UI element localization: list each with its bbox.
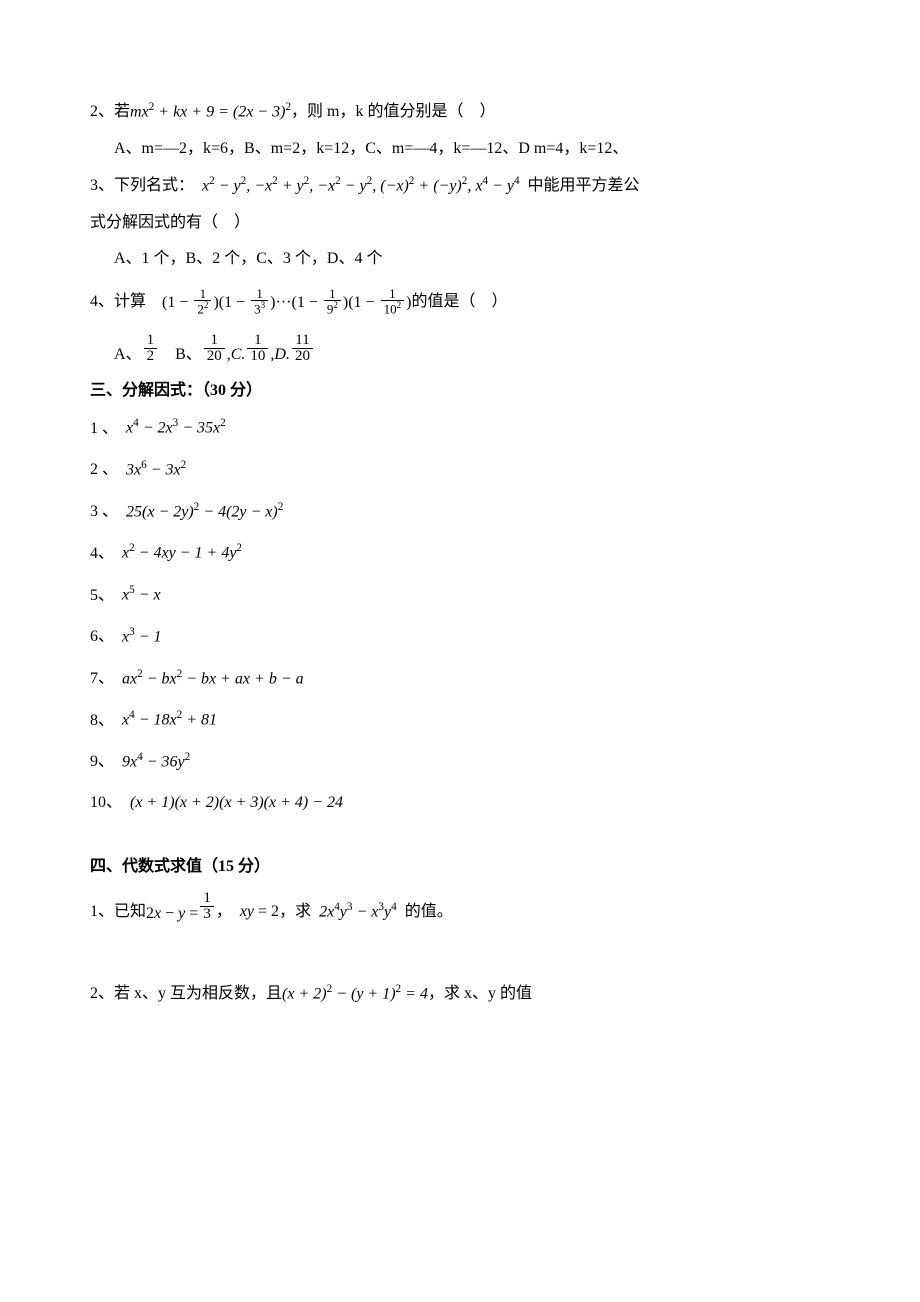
section-3-item: 5、 x5 − x [90,583,830,607]
q4-optB-label: B、 [175,344,202,366]
q2-options-text: A、m=—2，k=6，B、m=2，k=12，C、m=—4，k=—12、D m=4… [114,138,628,160]
section-3-list: 1 、 x4 − 2x3 − 35x2 2 、 3x6 − 3x2 3 、 25(x − … [90,416,830,814]
list-item-expression: x3 − 1 [122,625,162,649]
section-3-item: 6、 x3 − 1 [90,625,830,649]
s4q2-prefix: 若 x、y 互为相反数，且 [114,983,282,1005]
s4q1-eq1-lhs: 2x − y = [146,903,198,925]
q4-optA-label: A、 [114,344,142,366]
list-item-number: 1 、 [90,418,118,440]
section-3-item: 7、 ax2 − bx2 − bx + ax + b − a [90,667,830,691]
section-3-item: 3 、 25(x − 2y)2 − 4(2y − x)2 [90,500,830,524]
s4q1-target: 2x4y3 − x3y4 [319,900,397,924]
s4q1-eq2: xy = 2 [240,901,279,923]
q2-expression: mx2 + kx + 9 = (2x − 3)2 [130,100,291,124]
q2-prefix: 若 [114,101,130,123]
q4-frac-a: 12 [144,333,158,364]
section-3-item: 4、 x2 − 4xy − 1 + 4y2 [90,541,830,565]
q4-frac-d: 1120 [292,333,313,364]
list-item-number: 9、 [90,751,114,773]
s4q1-number: 1、 [90,901,114,923]
q3-expression: x2 − y2, −x2 + y2, −x2 − y2, (−x)2 + (−y… [202,174,520,198]
section-4-q2: 2、 若 x、y 互为相反数，且 (x + 2)2 − (y + 1)2 = 4… [90,982,830,1006]
question-2-line1: 2、 若 mx2 + kx + 9 = (2x − 3)2 ，则 m，k 的值分… [90,100,830,124]
question-2-options: A、m=—2，k=6，B、m=2，k=12，C、m=—4，k=—12、D m=4… [114,138,830,160]
section-3-item: 9、 9x4 − 36y2 [90,750,830,774]
section-4-q1: 1、 已知 2x − y = 13 ， xy = 2 ，求 2x4y3 − x3… [90,893,830,924]
s4q1-mid2: ，求 [279,901,311,923]
q4-prefix: 计算 [114,291,146,313]
s4q1-prefix: 已知 [114,901,146,923]
question-3-options: A、1 个，B、2 个，C、3 个，D、4 个 [114,248,830,270]
page: 2、 若 mx2 + kx + 9 = (2x − 3)2 ，则 m，k 的值分… [0,0,920,1079]
list-item-expression: 3x6 − 3x2 [126,458,186,482]
q4-d-label: D. [274,344,290,366]
list-item-expression: (x + 1)(x + 2)(x + 3)(x + 4) − 24 [130,792,343,814]
list-item-number: 5、 [90,585,114,607]
list-item-number: 4、 [90,543,114,565]
question-3-line2: 式分解因式的有（ ） [90,212,830,234]
s4q1-eq1-frac: 13 [200,891,214,922]
section-4-title: 四、代数式求值（15 分） [90,856,830,878]
section-3-title-text: 三、分解因式：（30 分） [90,380,262,402]
list-item-number: 2 、 [90,459,118,481]
q4-frac-b: 120 [204,333,225,364]
q2-suffix: ，则 m，k 的值分别是（ ） [291,101,495,123]
q4-number: 4、 [90,291,114,313]
q4-suffix: 的值是（ ） [411,291,507,313]
question-3-line1: 3、 下列名式： x2 − y2, −x2 + y2, −x2 − y2, (−… [90,174,830,198]
list-item-expression: x4 − 2x3 − 35x2 [126,416,226,440]
q3-line2-text: 式分解因式的有（ ） [90,212,250,234]
q3-suffix1: 中能用平方差公 [528,175,640,197]
q2-number: 2、 [90,101,114,123]
q3-prefix: 下列名式： [114,175,194,197]
s4q2-number: 2、 [90,983,114,1005]
list-item-number: 10、 [90,792,122,814]
s4q1-suffix: 的值。 [405,901,453,923]
section-3-title: 三、分解因式：（30 分） [90,380,830,402]
question-4-line1: 4、 计算 (1 − 122)(1 − 133)···(1 − 192)(1 −… [90,285,830,313]
list-item-expression: 9x4 − 36y2 [122,750,190,774]
list-item-number: 8、 [90,710,114,732]
s4q2-suffix: ，求 x、y 的值 [428,983,532,1005]
section-3-item: 10、 (x + 1)(x + 2)(x + 3)(x + 4) − 24 [90,792,830,814]
list-item-number: 6、 [90,626,114,648]
s4q2-expression: (x + 2)2 − (y + 1)2 = 4 [282,982,428,1006]
section-3-item: 8、 x4 − 18x2 + 81 [90,708,830,732]
q4-expression: (1 − 122)(1 − 133)···(1 − 192)(1 − 1102) [162,289,411,317]
list-item-expression: 25(x − 2y)2 − 4(2y − x)2 [126,500,283,524]
section-3-item: 2 、 3x6 − 3x2 [90,458,830,482]
q4-frac-c: 110 [247,333,268,364]
section-3-item: 1 、 x4 − 2x3 − 35x2 [90,416,830,440]
question-4-options: A、 12 B、 120 , C. 110 , D. 1120 [114,335,830,366]
list-item-expression: x2 − 4xy − 1 + 4y2 [122,541,242,565]
section-4-title-text: 四、代数式求值（15 分） [90,856,270,878]
list-item-number: 7、 [90,668,114,690]
list-item-expression: x4 − 18x2 + 81 [122,708,217,732]
s4q1-mid1: ， [216,901,232,923]
list-item-number: 3 、 [90,501,118,523]
list-item-expression: x5 − x [122,583,161,607]
list-item-expression: ax2 − bx2 − bx + ax + b − a [122,667,304,691]
q3-number: 3、 [90,175,114,197]
q3-options-text: A、1 个，B、2 个，C、3 个，D、4 个 [114,248,382,270]
q4-c-label: C. [231,344,246,366]
